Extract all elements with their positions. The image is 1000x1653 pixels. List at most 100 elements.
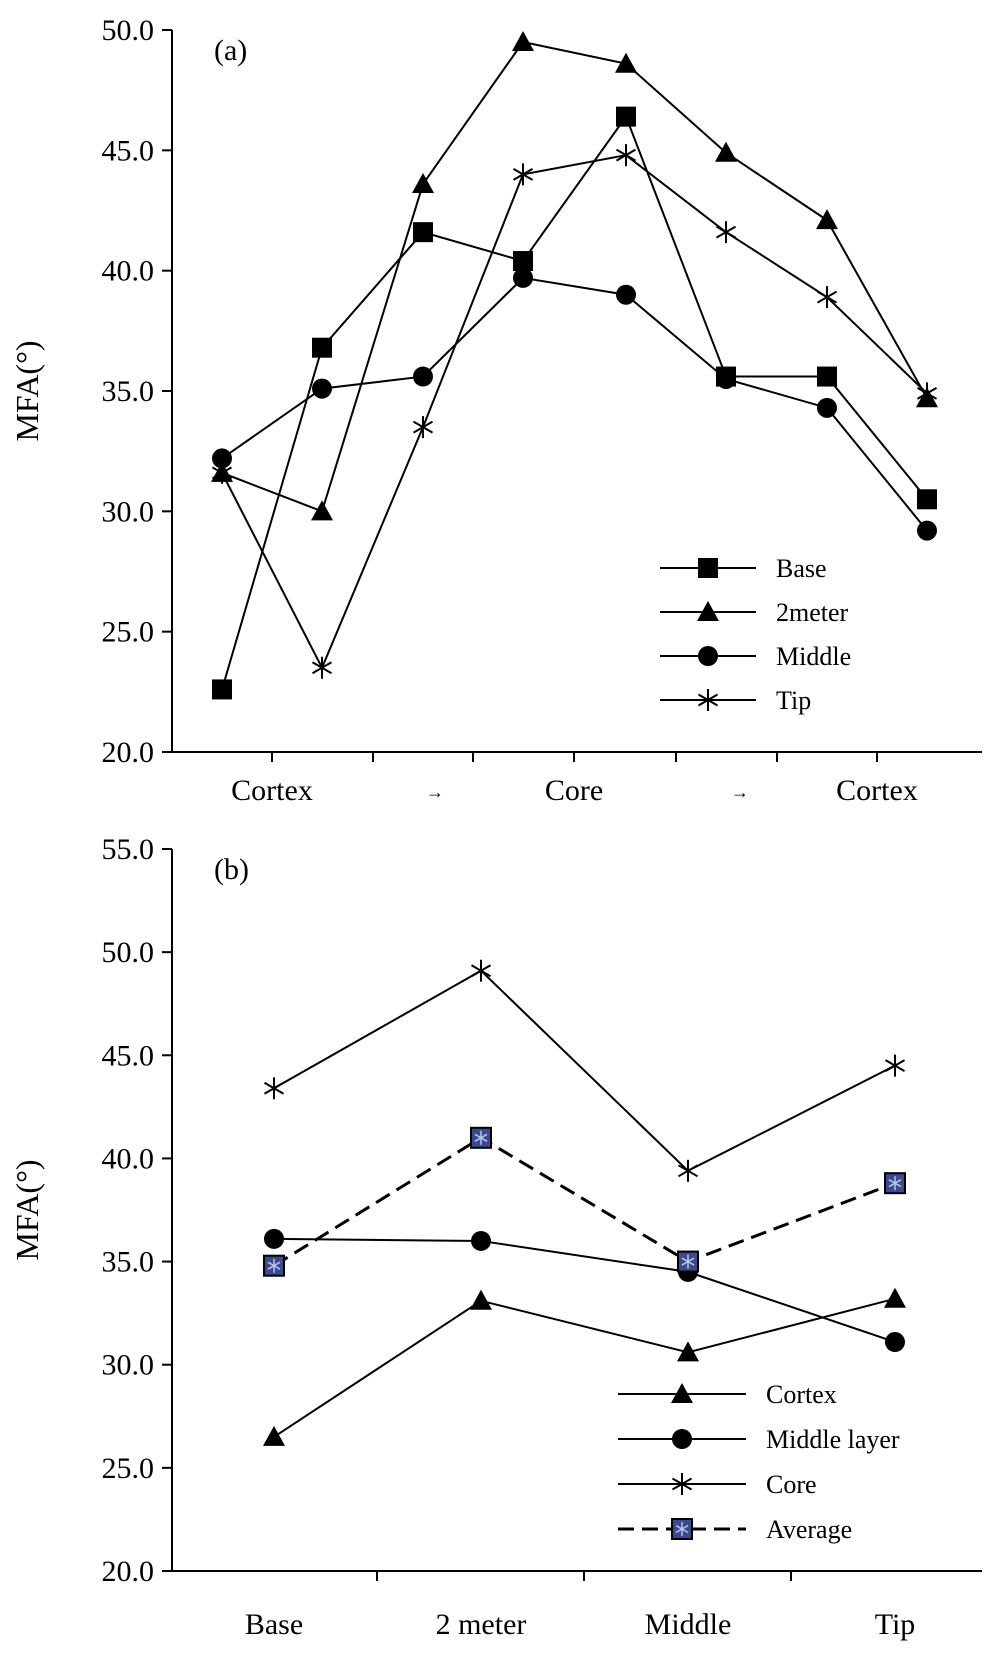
panel-a-series-tip-point-stroke: [615, 148, 637, 162]
panel-a-legend-label: Base: [776, 554, 827, 583]
panel-a-series-2meter: [211, 31, 938, 521]
panel-b-legend-marker-stroke: [675, 1524, 689, 1534]
panel-b-legend-marker: [671, 1518, 693, 1540]
panel-b-series-core-point-stroke: [677, 1164, 699, 1178]
panel-a-series-middle-point-shape: [212, 448, 232, 469]
panel-a-series-middle-point-shape: [716, 368, 736, 389]
panel-b-legend-marker-shape: [671, 1383, 693, 1403]
panel-a-series-middle-point-shape: [917, 520, 937, 541]
panel-a-series-base-point-shape: [312, 337, 332, 358]
panel-a-series-base-point: [513, 251, 533, 272]
panel-a-series-tip-point: [916, 382, 938, 405]
panel-b-y-tick-label: 55.0: [102, 833, 155, 866]
panel-a-series-base-point-shape: [513, 251, 533, 272]
panel-b-legend-marker: [671, 1473, 693, 1495]
panel-a-series-middle: [212, 267, 937, 541]
panel-a-series-tip-point: [311, 656, 333, 679]
panel-a-legend-marker: [698, 646, 718, 666]
panel-a-x-tick-label: Cortex: [231, 774, 313, 807]
panel-b-x-tick-label: Middle: [645, 1608, 732, 1641]
panel-a-series-base-point-shape: [917, 489, 937, 510]
panel-b-legend-marker-shape: [672, 1429, 692, 1449]
panel-a-series-tip-point-stroke: [916, 387, 938, 400]
panel-a-series-2meter-point: [412, 173, 434, 194]
panel-b-series-average-line: [273, 1136, 896, 1267]
panel-a-y-tick-label: 35.0: [102, 375, 155, 408]
panel-b-series-cortex: [263, 1287, 906, 1446]
panel-b-x-tick-label: 2 meter: [436, 1608, 527, 1641]
panel-a-series-2meter-point-shape: [816, 209, 838, 230]
panel-a-series-middle-point: [212, 448, 232, 469]
panel-a-y-tick-label: 50.0: [102, 14, 155, 47]
panel-a-series-middle-point: [413, 366, 433, 387]
panel-a-legend-marker: [698, 558, 718, 578]
panel-a-series-tip-point: [715, 221, 737, 244]
panel-a-series-middle-point-shape: [817, 397, 837, 418]
panel-a-legend-marker-stroke: [697, 693, 719, 707]
panel-a-series-tip-point-stroke: [311, 661, 333, 675]
panel-b-series-cortex-point-shape: [263, 1425, 285, 1446]
panel-b-legend-marker: [671, 1383, 693, 1403]
panel-a-legend-marker-shape: [698, 646, 718, 666]
panel-b-label: (b): [214, 853, 249, 886]
panel-b-y-tick-label: 50.0: [102, 936, 155, 969]
panel-a-series-2meter-point: [816, 209, 838, 230]
panel-b-y-tick-label: 20.0: [102, 1555, 155, 1588]
panel-b-x-tick-label: Base: [245, 1608, 303, 1641]
panel-a-series-base-point-shape: [616, 106, 636, 127]
panel-b-series-average-point-stroke: [267, 1261, 281, 1270]
panel-a-series-2meter-point-shape: [715, 141, 737, 162]
panel-a-series-middle-point-shape: [616, 284, 636, 305]
panel-a-y-tick-label: 45.0: [102, 134, 155, 167]
panel-b-legend-label: Cortex: [766, 1380, 837, 1409]
panel-a-legend-marker-shape: [697, 601, 719, 621]
panel-b-series-core-point: [263, 1077, 285, 1100]
panel-b-legend-label: Middle layer: [766, 1425, 900, 1454]
panel-a-series-middle-point-shape: [413, 366, 433, 387]
panel-b-series-middle-layer-point-shape: [264, 1228, 284, 1249]
panel-b-series-average-point: [470, 1126, 492, 1149]
panel-a-series-2meter-point-shape: [311, 500, 333, 521]
panel-a-series-tip-point-stroke: [816, 290, 838, 304]
panel-a-y-tick-label: 25.0: [102, 616, 155, 649]
panel-b-series-middle-layer-point-shape: [885, 1332, 905, 1353]
panel-b-series-average-point: [263, 1254, 285, 1277]
panel-b: 20.0 25.0 30.0 35.0 40.0 45.0 50.0 55.0 MFA(°) (b…: [9, 833, 982, 1641]
panel-b-series-average-point: [677, 1250, 699, 1273]
panel-b-series-core-line: [273, 969, 896, 1173]
panel-a-series-base-point: [413, 222, 433, 243]
panel-a-y-tick-label: 30.0: [102, 495, 155, 528]
panel-a-legend-label: Tip: [776, 686, 811, 715]
panel-a-series-2meter-point-shape: [615, 52, 637, 73]
panel-a-series-base-point: [817, 366, 837, 387]
panel-b-series-middle-layer-line: [273, 1237, 896, 1343]
panel-b-series-cortex-point-shape: [470, 1289, 492, 1310]
panel-b-series-cortex-point-shape: [884, 1287, 906, 1308]
panel-a-series-tip-point: [615, 144, 637, 167]
panel-a-series-2meter-line: [221, 40, 928, 513]
panel-b-series-core-point-stroke: [470, 964, 492, 978]
panel-a-series-tip-point: [412, 416, 434, 439]
panel-a-series-2meter-point: [615, 52, 637, 73]
panel-a: 20.0 25.0 30.0 35.0 40.0 45.0 50.0 MFA(°) (a) Cor…: [9, 14, 982, 807]
panel-b-series-core: [263, 959, 906, 1182]
panel-b-series-middle-layer-point-shape: [471, 1230, 491, 1251]
panel-a-series-base-point: [917, 489, 937, 510]
panel-b-y-tick-label: 35.0: [102, 1246, 155, 1279]
panel-a-series-tip-point: [512, 163, 534, 186]
panel-a-series-base-point: [312, 337, 332, 358]
panel-b-series-middle-layer-point: [885, 1332, 905, 1353]
panel-b-x-tick-label: Tip: [875, 1608, 916, 1641]
panel-b-series-average-point-stroke: [681, 1257, 695, 1266]
panel-a-x-tick-label: →: [731, 782, 749, 802]
panel-a-x-tick-label: Core: [545, 774, 603, 807]
panel-a-series-base-point: [212, 679, 232, 700]
panel-a-series-2meter-point: [512, 31, 534, 52]
panel-b-y-axis-title: MFA(°): [9, 1159, 45, 1260]
panel-b-series-cortex-line: [273, 1297, 896, 1438]
panel-a-series-tip-point: [816, 286, 838, 309]
panel-a-series-middle-point-shape: [312, 378, 332, 399]
panel-a-label: (a): [214, 34, 247, 67]
panel-b-legend-label: Core: [766, 1470, 817, 1499]
